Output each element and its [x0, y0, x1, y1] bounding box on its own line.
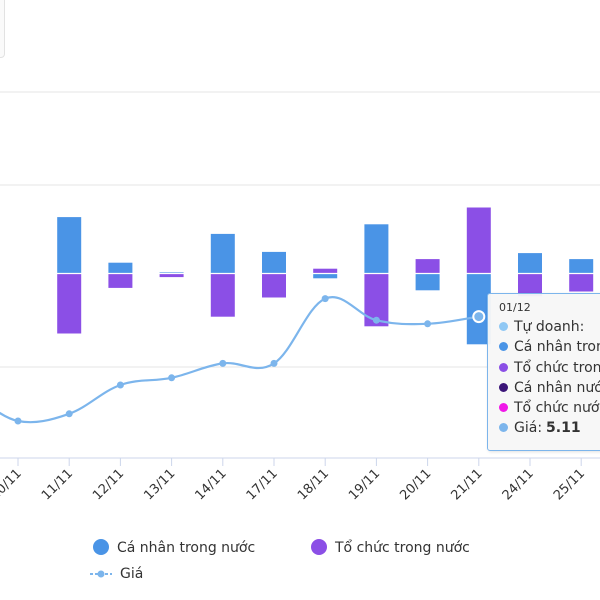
chart-menu-edge[interactable] [0, 0, 5, 58]
tooltip-series-marker [499, 322, 508, 331]
legend-item-gia[interactable]: Giá [90, 564, 143, 584]
price-point[interactable] [270, 359, 278, 367]
tooltip-series-marker [499, 403, 508, 413]
tooltip-series-label: Cá nhân nước ngoài: [514, 379, 600, 396]
bar-to-chuc[interactable] [518, 273, 542, 297]
x-tick-label: 17/11 [244, 466, 281, 503]
x-tick-label: 14/11 [193, 466, 230, 503]
legend-item-ca-nhan[interactable]: Cá nhân trong nước [93, 538, 255, 558]
price-point[interactable] [424, 320, 432, 328]
tooltip-series-value: 5.11 [546, 420, 581, 437]
legend-marker-ca-nhan [93, 539, 109, 555]
tooltip-rows: Tự doanh: Cá nhân trong nước: Tổ chức tron… [499, 317, 600, 439]
tooltip-row: Tổ chức nước ngoài: [499, 398, 600, 418]
tooltip-series-marker [499, 342, 508, 352]
bar-to-chuc[interactable] [313, 268, 338, 274]
bar-ca-nhan[interactable] [108, 262, 133, 274]
x-tick-label: 21/11 [449, 466, 486, 503]
tooltip-row: Giá: 5.11 [499, 418, 600, 438]
x-tick-label: 24/11 [500, 466, 537, 503]
bar-to-chuc[interactable] [210, 273, 235, 317]
price-point[interactable] [65, 410, 73, 418]
price-point[interactable] [116, 381, 124, 389]
x-tick-label: 12/11 [90, 466, 127, 503]
x-tick-label: 20/11 [397, 466, 434, 503]
price-point[interactable] [321, 295, 329, 303]
price-point[interactable] [168, 374, 176, 382]
tooltip-row: Tổ chức trong nước: [499, 358, 600, 378]
tooltip-row: Cá nhân nước ngoài: [499, 378, 600, 398]
bar-ca-nhan[interactable] [262, 251, 286, 274]
bar-ca-nhan[interactable] [518, 253, 542, 274]
bar-to-chuc[interactable] [108, 273, 133, 288]
price-point[interactable] [372, 316, 380, 324]
legend-marker-gia [90, 564, 112, 584]
legend-label-ca-nhan: Cá nhân trong nước [117, 540, 256, 556]
bar-ca-nhan[interactable] [466, 273, 491, 345]
chart-tooltip: 01/12 Tự doanh: Cá nhân trong nước: Tổ chứ… [487, 293, 600, 451]
legend-label-gia: Giá [120, 566, 144, 582]
tooltip-series-label: Cá nhân trong nước: [514, 339, 600, 356]
bar-to-chuc[interactable] [57, 273, 82, 334]
tooltip-series-marker [499, 423, 508, 433]
bar-ca-nhan[interactable] [57, 217, 82, 274]
legend-marker-to-chuc [311, 539, 327, 555]
bar-ca-nhan[interactable] [415, 273, 440, 291]
tooltip-series-marker [499, 382, 508, 392]
tooltip-row: Tự doanh: [499, 317, 600, 337]
tooltip-date: 01/12 [499, 301, 531, 314]
tooltip-series-label: Tổ chức trong nước: [514, 359, 600, 376]
x-tick-label: 13/11 [141, 466, 178, 503]
x-tick-label: 19/11 [346, 466, 383, 503]
x-tick-label: 25/11 [551, 466, 588, 503]
x-tick-label: 10/11 [0, 466, 25, 503]
bar-ca-nhan[interactable] [364, 224, 389, 274]
x-tick-label: 11/11 [39, 466, 76, 503]
bar-to-chuc[interactable] [415, 259, 440, 274]
bar-to-chuc[interactable] [466, 207, 491, 274]
tooltip-series-label: Tổ chức nước ngoài: [514, 400, 600, 417]
legend-label-to-chuc: Tổ chức trong nước [335, 540, 470, 556]
bar-to-chuc[interactable] [262, 273, 286, 298]
price-point[interactable] [14, 417, 22, 425]
bar-to-chuc[interactable] [159, 273, 184, 278]
x-tick-label: 18/11 [295, 466, 332, 503]
tooltip-series-label: Giá: [514, 420, 543, 437]
bar-ca-nhan[interactable] [210, 233, 235, 274]
bar-ca-nhan[interactable] [569, 259, 594, 274]
tooltip-row: Cá nhân trong nước: [499, 337, 600, 357]
tooltip-series-label: Tự doanh: [514, 319, 585, 335]
tooltip-series-marker [499, 362, 508, 372]
legend-item-to-chuc[interactable]: Tổ chức trong nước [311, 538, 470, 558]
bar-ca-nhan[interactable] [313, 273, 338, 279]
price-point-active[interactable] [472, 310, 486, 324]
bar-to-chuc[interactable] [569, 273, 594, 292]
price-point[interactable] [219, 359, 227, 367]
